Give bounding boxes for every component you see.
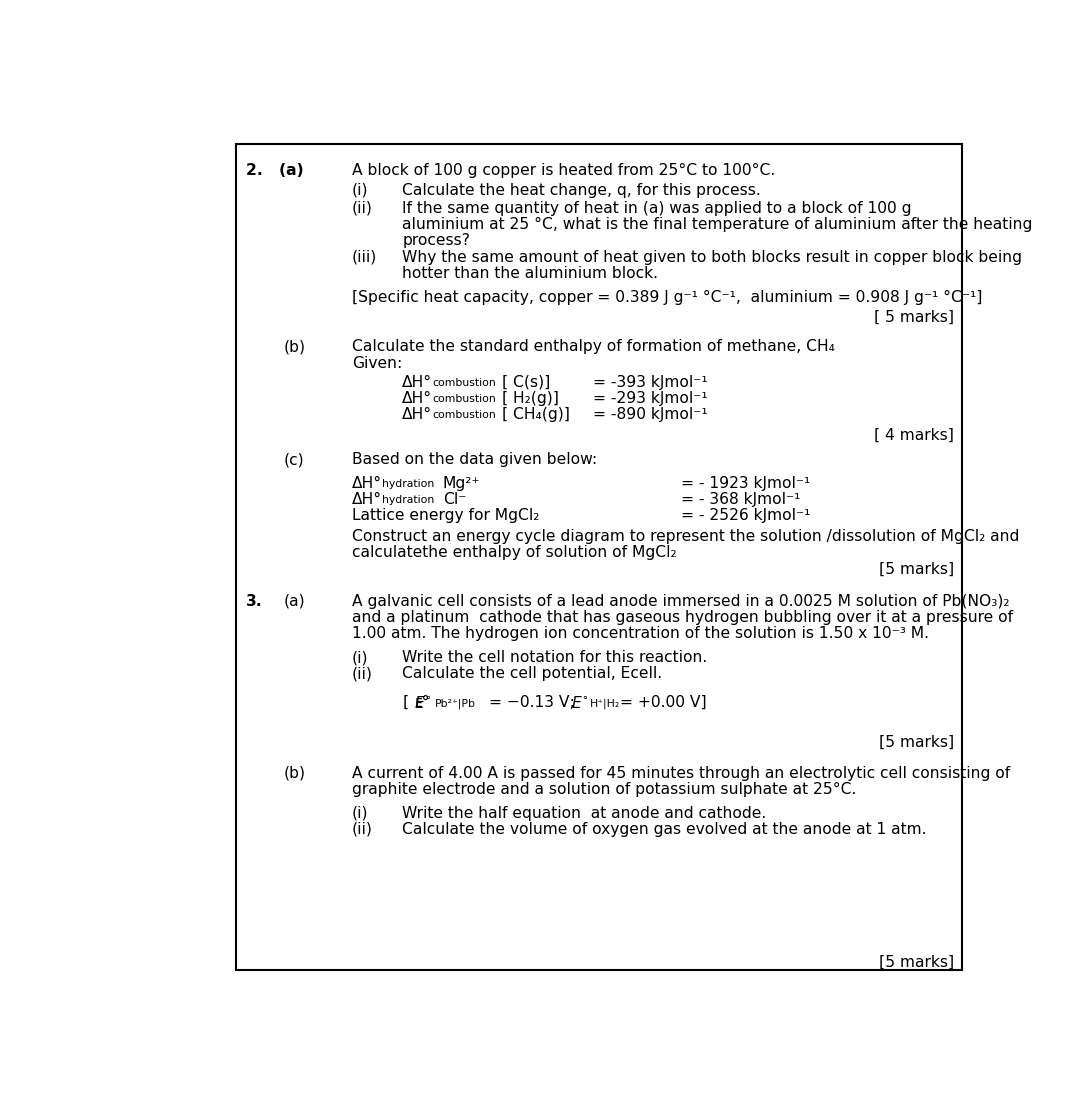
Text: combustion: combustion (433, 410, 497, 420)
Text: [Specific heat capacity, copper = 0.389 J g⁻¹ °C⁻¹,  aluminium = 0.908 J g⁻¹ °C⁻: [Specific heat capacity, copper = 0.389 … (352, 290, 982, 304)
Text: calculatethe enthalpy of solution of MgCl₂: calculatethe enthalpy of solution of MgC… (352, 544, 676, 560)
Text: hydration: hydration (383, 496, 434, 506)
Text: [: [ (402, 694, 409, 710)
Text: (a): (a) (284, 593, 305, 609)
Text: process?: process? (402, 233, 471, 249)
Text: Write the cell notation for this reaction.: Write the cell notation for this reactio… (402, 650, 707, 665)
Text: and a platinum  cathode that has gaseous hydrogen bubbling over it at a pressure: and a platinum cathode that has gaseous … (352, 610, 1013, 624)
Text: = - 2526 kJmol⁻¹: = - 2526 kJmol⁻¹ (681, 508, 811, 523)
Text: = −0.13 V;: = −0.13 V; (489, 694, 576, 710)
Text: (b): (b) (284, 765, 306, 781)
Text: graphite electrode and a solution of potassium sulphate at 25°C.: graphite electrode and a solution of pot… (352, 782, 856, 797)
Text: H⁺|H₂: H⁺|H₂ (590, 699, 620, 709)
Text: Calculate the cell potential, Ecell.: Calculate the cell potential, Ecell. (402, 667, 663, 681)
Text: Lattice energy for MgCl₂: Lattice energy for MgCl₂ (352, 508, 540, 523)
Text: (ii): (ii) (352, 667, 373, 681)
Text: Given:: Given: (352, 356, 402, 371)
Text: Based on the data given below:: Based on the data given below: (352, 452, 597, 468)
Text: hydration: hydration (383, 479, 434, 489)
Text: = - 368 kJmol⁻¹: = - 368 kJmol⁻¹ (681, 492, 800, 507)
Text: Write the half equation  at anode and cathode.: Write the half equation at anode and cat… (402, 805, 766, 821)
Text: Calculate the standard enthalpy of formation of methane, CH₄: Calculate the standard enthalpy of forma… (352, 340, 835, 354)
Text: = +0.00 V]: = +0.00 V] (620, 694, 707, 710)
Text: Why the same amount of heat given to both blocks result in copper block being: Why the same amount of heat given to bot… (402, 250, 1022, 264)
Text: (ii): (ii) (352, 201, 373, 216)
Text: Pb²⁺|Pb: Pb²⁺|Pb (435, 699, 475, 709)
Text: combustion: combustion (433, 394, 497, 404)
Text: ΔH°: ΔH° (402, 391, 433, 406)
Text: (i): (i) (352, 650, 368, 665)
Text: [ CH₄(g)]: [ CH₄(g)] (502, 407, 570, 422)
Text: Cl⁻: Cl⁻ (443, 492, 467, 507)
Text: A galvanic cell consists of a lead anode immersed in a 0.0025 M solution of Pb(N: A galvanic cell consists of a lead anode… (352, 593, 1009, 609)
Text: (i): (i) (352, 183, 368, 198)
Text: [5 marks]: [5 marks] (879, 734, 954, 750)
Text: $E^{\circ}$: $E^{\circ}$ (414, 694, 432, 711)
Text: 3.: 3. (246, 593, 263, 609)
Text: 1.00 atm. The hydrogen ion concentration of the solution is 1.50 x 10⁻³ M.: 1.00 atm. The hydrogen ion concentration… (352, 627, 929, 641)
Text: = -293 kJmol⁻¹: = -293 kJmol⁻¹ (593, 391, 707, 406)
Text: = - 1923 kJmol⁻¹: = - 1923 kJmol⁻¹ (681, 476, 810, 491)
Text: = -890 kJmol⁻¹: = -890 kJmol⁻¹ (593, 407, 707, 422)
Text: ΔH°: ΔH° (402, 374, 433, 390)
Text: [ C(s)]: [ C(s)] (502, 374, 550, 390)
Text: (iii): (iii) (352, 250, 377, 264)
Bar (235, 143, 962, 970)
Text: [ 4 marks]: [ 4 marks] (874, 428, 954, 442)
Text: combustion: combustion (433, 378, 497, 388)
Text: $E^{\circ}$: $E^{\circ}$ (571, 694, 590, 711)
Text: Calculate the volume of oxygen gas evolved at the anode at 1 atm.: Calculate the volume of oxygen gas evolv… (402, 822, 926, 837)
Text: (i): (i) (352, 805, 368, 821)
Text: Mg²⁺: Mg²⁺ (443, 476, 481, 491)
Text: 2.   (a): 2. (a) (246, 163, 304, 178)
Text: aluminium at 25 °C, what is the final temperature of aluminium after the heating: aluminium at 25 °C, what is the final te… (402, 217, 1032, 232)
Text: = -393 kJmol⁻¹: = -393 kJmol⁻¹ (593, 374, 707, 390)
Text: [ H₂(g)]: [ H₂(g)] (502, 391, 559, 406)
Text: Construct an energy cycle diagram to represent the solution /dissolution of MgCl: Construct an energy cycle diagram to rep… (352, 529, 1019, 543)
Text: If the same quantity of heat in (a) was applied to a block of 100 g: If the same quantity of heat in (a) was … (402, 201, 912, 216)
Text: ΔH°: ΔH° (352, 476, 381, 491)
Text: [5 marks]: [5 marks] (879, 562, 954, 577)
Text: A block of 100 g copper is heated from 25°C to 100°C.: A block of 100 g copper is heated from 2… (352, 163, 775, 178)
Text: [ 5 marks]: [ 5 marks] (874, 310, 954, 324)
Text: Calculate the heat change, q, for this process.: Calculate the heat change, q, for this p… (402, 183, 761, 198)
Text: A current of 4.00 A is passed for 45 minutes through an electrolytic cell consis: A current of 4.00 A is passed for 45 min… (352, 765, 1010, 781)
Text: hotter than the aluminium block.: hotter than the aluminium block. (402, 266, 658, 281)
Text: (ii): (ii) (352, 822, 373, 837)
Text: (b): (b) (284, 340, 306, 354)
Text: ᴇ°: ᴇ° (414, 694, 429, 710)
Text: ΔH°: ΔH° (402, 407, 433, 422)
Text: [5 marks]: [5 marks] (879, 954, 954, 970)
Text: ΔH°: ΔH° (352, 492, 381, 507)
Text: (c): (c) (284, 452, 305, 468)
